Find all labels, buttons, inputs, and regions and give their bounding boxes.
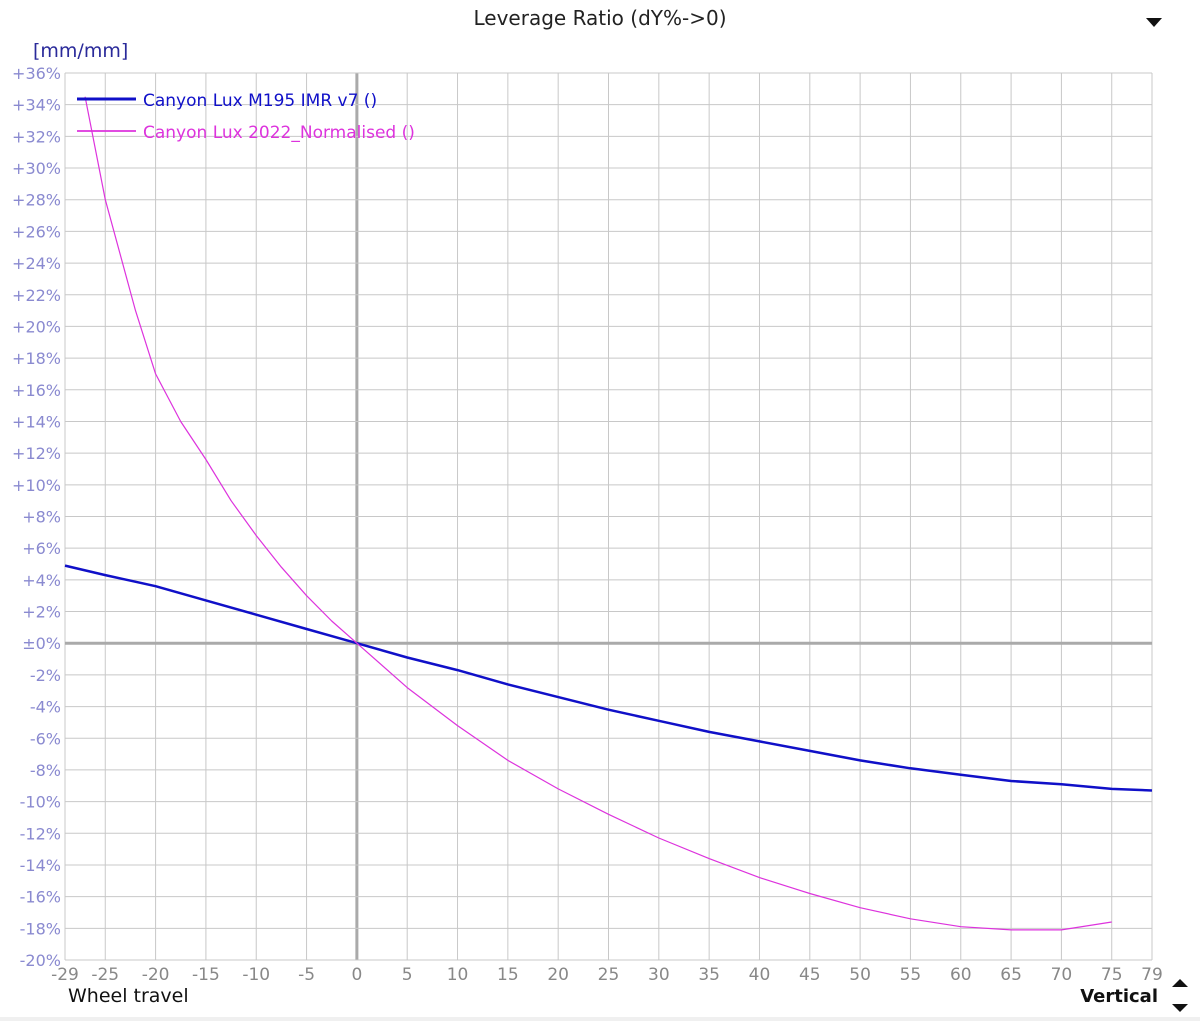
scroll-down-icon[interactable] xyxy=(1172,1004,1188,1012)
x-tick-label: 70 xyxy=(1051,965,1073,985)
legend-label: Canyon Lux 2022_Normalised () xyxy=(143,123,415,143)
x-tick-label: -15 xyxy=(192,965,220,985)
scroll-up-icon[interactable] xyxy=(1172,979,1188,987)
y-tick-label: +18% xyxy=(12,349,61,368)
x-tick-label: 15 xyxy=(497,965,519,985)
y-tick-label: -6% xyxy=(30,729,61,748)
y-tick-label: -14% xyxy=(20,856,61,875)
y-tick-label: +36% xyxy=(12,64,61,83)
x-tick-label: -25 xyxy=(91,965,119,985)
chart-type-dropdown-icon[interactable] xyxy=(1146,18,1162,27)
y-tick-label: -10% xyxy=(20,793,61,812)
y-tick-label: +22% xyxy=(12,286,61,305)
x-tick-label: 75 xyxy=(1101,965,1123,985)
y-tick-label: -4% xyxy=(30,698,61,717)
x-tick-label: -5 xyxy=(298,965,315,985)
y-tick-label: -20% xyxy=(20,951,61,970)
series-line-1 xyxy=(64,564,1153,792)
x-tick-label: 79 xyxy=(1141,965,1163,985)
x-tick-label: 35 xyxy=(698,965,720,985)
x-tick-label: 50 xyxy=(849,965,871,985)
y-tick-label: +30% xyxy=(12,159,61,178)
x-tick-label: -20 xyxy=(142,965,170,985)
orientation-label[interactable]: Vertical xyxy=(1080,986,1158,1007)
x-tick-label: 20 xyxy=(547,965,569,985)
y-tick-label: -2% xyxy=(30,666,61,685)
y-tick-label: +24% xyxy=(12,254,61,273)
y-tick-label: -12% xyxy=(20,824,61,843)
x-tick-label: 30 xyxy=(648,965,670,985)
legend-label: Canyon Lux M195 IMR v7 () xyxy=(143,91,377,111)
y-tick-label: +10% xyxy=(12,476,61,495)
y-tick-label: +34% xyxy=(12,96,61,115)
y-tick-label: +12% xyxy=(12,444,61,463)
x-tick-label: 55 xyxy=(900,965,922,985)
y-tick-label: +8% xyxy=(22,508,61,527)
x-tick-label: 25 xyxy=(598,965,620,985)
y-tick-label: +28% xyxy=(12,191,61,210)
x-tick-label: 65 xyxy=(1000,965,1022,985)
chart-title: Leverage Ratio (dY%->0) xyxy=(473,6,727,30)
y-tick-label: +2% xyxy=(22,603,61,622)
y-tick-label: -8% xyxy=(30,761,61,780)
y-tick-label: +14% xyxy=(12,412,61,431)
x-axis-label: Wheel travel xyxy=(68,985,189,1007)
x-tick-label: 60 xyxy=(950,965,972,985)
y-tick-label: +26% xyxy=(12,222,61,241)
y-tick-label: +4% xyxy=(22,571,61,590)
x-tick-label: -10 xyxy=(242,965,270,985)
x-tick-label: 5 xyxy=(402,965,413,985)
x-tick-label: 40 xyxy=(749,965,771,985)
y-tick-label: +32% xyxy=(12,127,61,146)
y-tick-label: +20% xyxy=(12,317,61,336)
y-tick-label: +6% xyxy=(22,539,61,558)
bottom-divider xyxy=(0,1017,1200,1021)
y-axis-unit: [mm/mm] xyxy=(33,40,129,62)
series-line-2 xyxy=(84,96,1112,931)
x-tick-label: 45 xyxy=(799,965,821,985)
y-tick-label: +16% xyxy=(12,381,61,400)
x-tick-label: -29 xyxy=(51,965,79,985)
y-tick-label: -16% xyxy=(20,888,61,907)
x-tick-label: 10 xyxy=(447,965,469,985)
x-tick-label: 0 xyxy=(351,965,362,985)
y-tick-label: -18% xyxy=(20,919,61,938)
y-tick-label: ±0% xyxy=(22,634,61,653)
